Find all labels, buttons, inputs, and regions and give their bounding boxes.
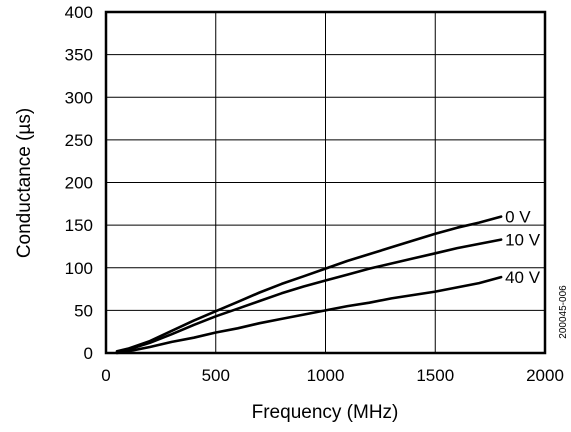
series-curves <box>115 215 503 355</box>
x-tick-label: 500 <box>202 366 230 385</box>
y-tick-label: 250 <box>65 131 93 150</box>
figure-code: 200045-006 <box>558 285 569 339</box>
series-line <box>115 238 503 354</box>
plot-frame <box>104 10 547 355</box>
series-label: 0 V <box>505 208 531 227</box>
x-tick-labels: 0 500 1000 1500 2000 <box>101 366 564 385</box>
x-tick-label: 1000 <box>307 366 345 385</box>
x-tick-label: 2000 <box>526 366 564 385</box>
x-tick-label: 0 <box>101 366 110 385</box>
series-line <box>115 215 503 353</box>
series-label: 40 V <box>505 268 541 287</box>
y-tick-labels: 0 50 100 150 200 250 300 350 400 <box>65 3 93 363</box>
x-axis-title: Frequency (MHz) <box>252 402 399 423</box>
y-axis-title: Conductance (µs) <box>14 108 35 258</box>
y-tick-label: 50 <box>74 301 93 320</box>
y-tick-label: 0 <box>84 344 93 363</box>
y-tick-label: 350 <box>65 46 93 65</box>
y-tick-label: 100 <box>65 259 93 278</box>
series-line <box>115 275 503 355</box>
x-tick-label: 1500 <box>416 366 454 385</box>
y-tick-label: 400 <box>65 3 93 22</box>
grid-lines <box>106 12 545 353</box>
series-label: 10 V <box>505 231 541 250</box>
y-tick-label: 150 <box>65 216 93 235</box>
series-labels: 0 V 10 V 40 V <box>505 208 541 288</box>
y-tick-label: 300 <box>65 88 93 107</box>
y-tick-label: 200 <box>65 174 93 193</box>
